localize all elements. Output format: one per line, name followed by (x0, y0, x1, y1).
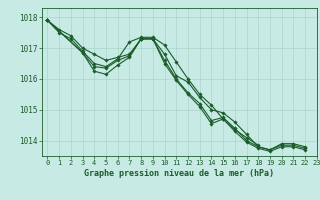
X-axis label: Graphe pression niveau de la mer (hPa): Graphe pression niveau de la mer (hPa) (84, 169, 274, 178)
